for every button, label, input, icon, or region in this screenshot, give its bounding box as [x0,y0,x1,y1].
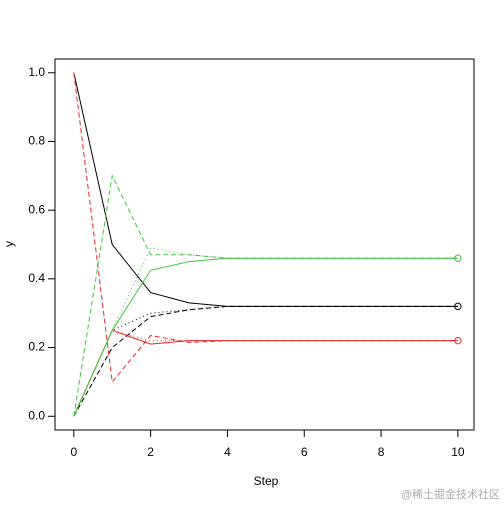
x-tick-label: 4 [224,445,231,459]
x-tick-label: 10 [451,445,465,459]
series-line [73,72,458,384]
x-tick-label: 6 [301,445,308,459]
x-tick-label: 0 [70,445,77,459]
series-line [73,329,458,417]
series-line [73,174,458,417]
y-axis-label: y [2,241,16,247]
watermark: @稀土掘金技术社区 [401,487,500,501]
series-line [73,72,458,307]
y-tick-label: 0.6 [28,202,45,216]
series-line [73,305,458,417]
x-axis-label: Step [254,474,279,488]
x-tick-label: 2 [147,445,154,459]
y-tick-label: 0.0 [28,408,45,422]
y-tick-label: 1.0 [28,65,45,79]
y-tick-label: 0.2 [28,340,45,354]
x-tick-label: 8 [378,445,385,459]
series-line [73,329,458,417]
y-tick-label: 0.8 [28,134,45,148]
series-line [73,305,458,417]
series-line [73,247,458,417]
series-line [73,257,458,417]
y-tick-label: 0.4 [28,271,45,285]
